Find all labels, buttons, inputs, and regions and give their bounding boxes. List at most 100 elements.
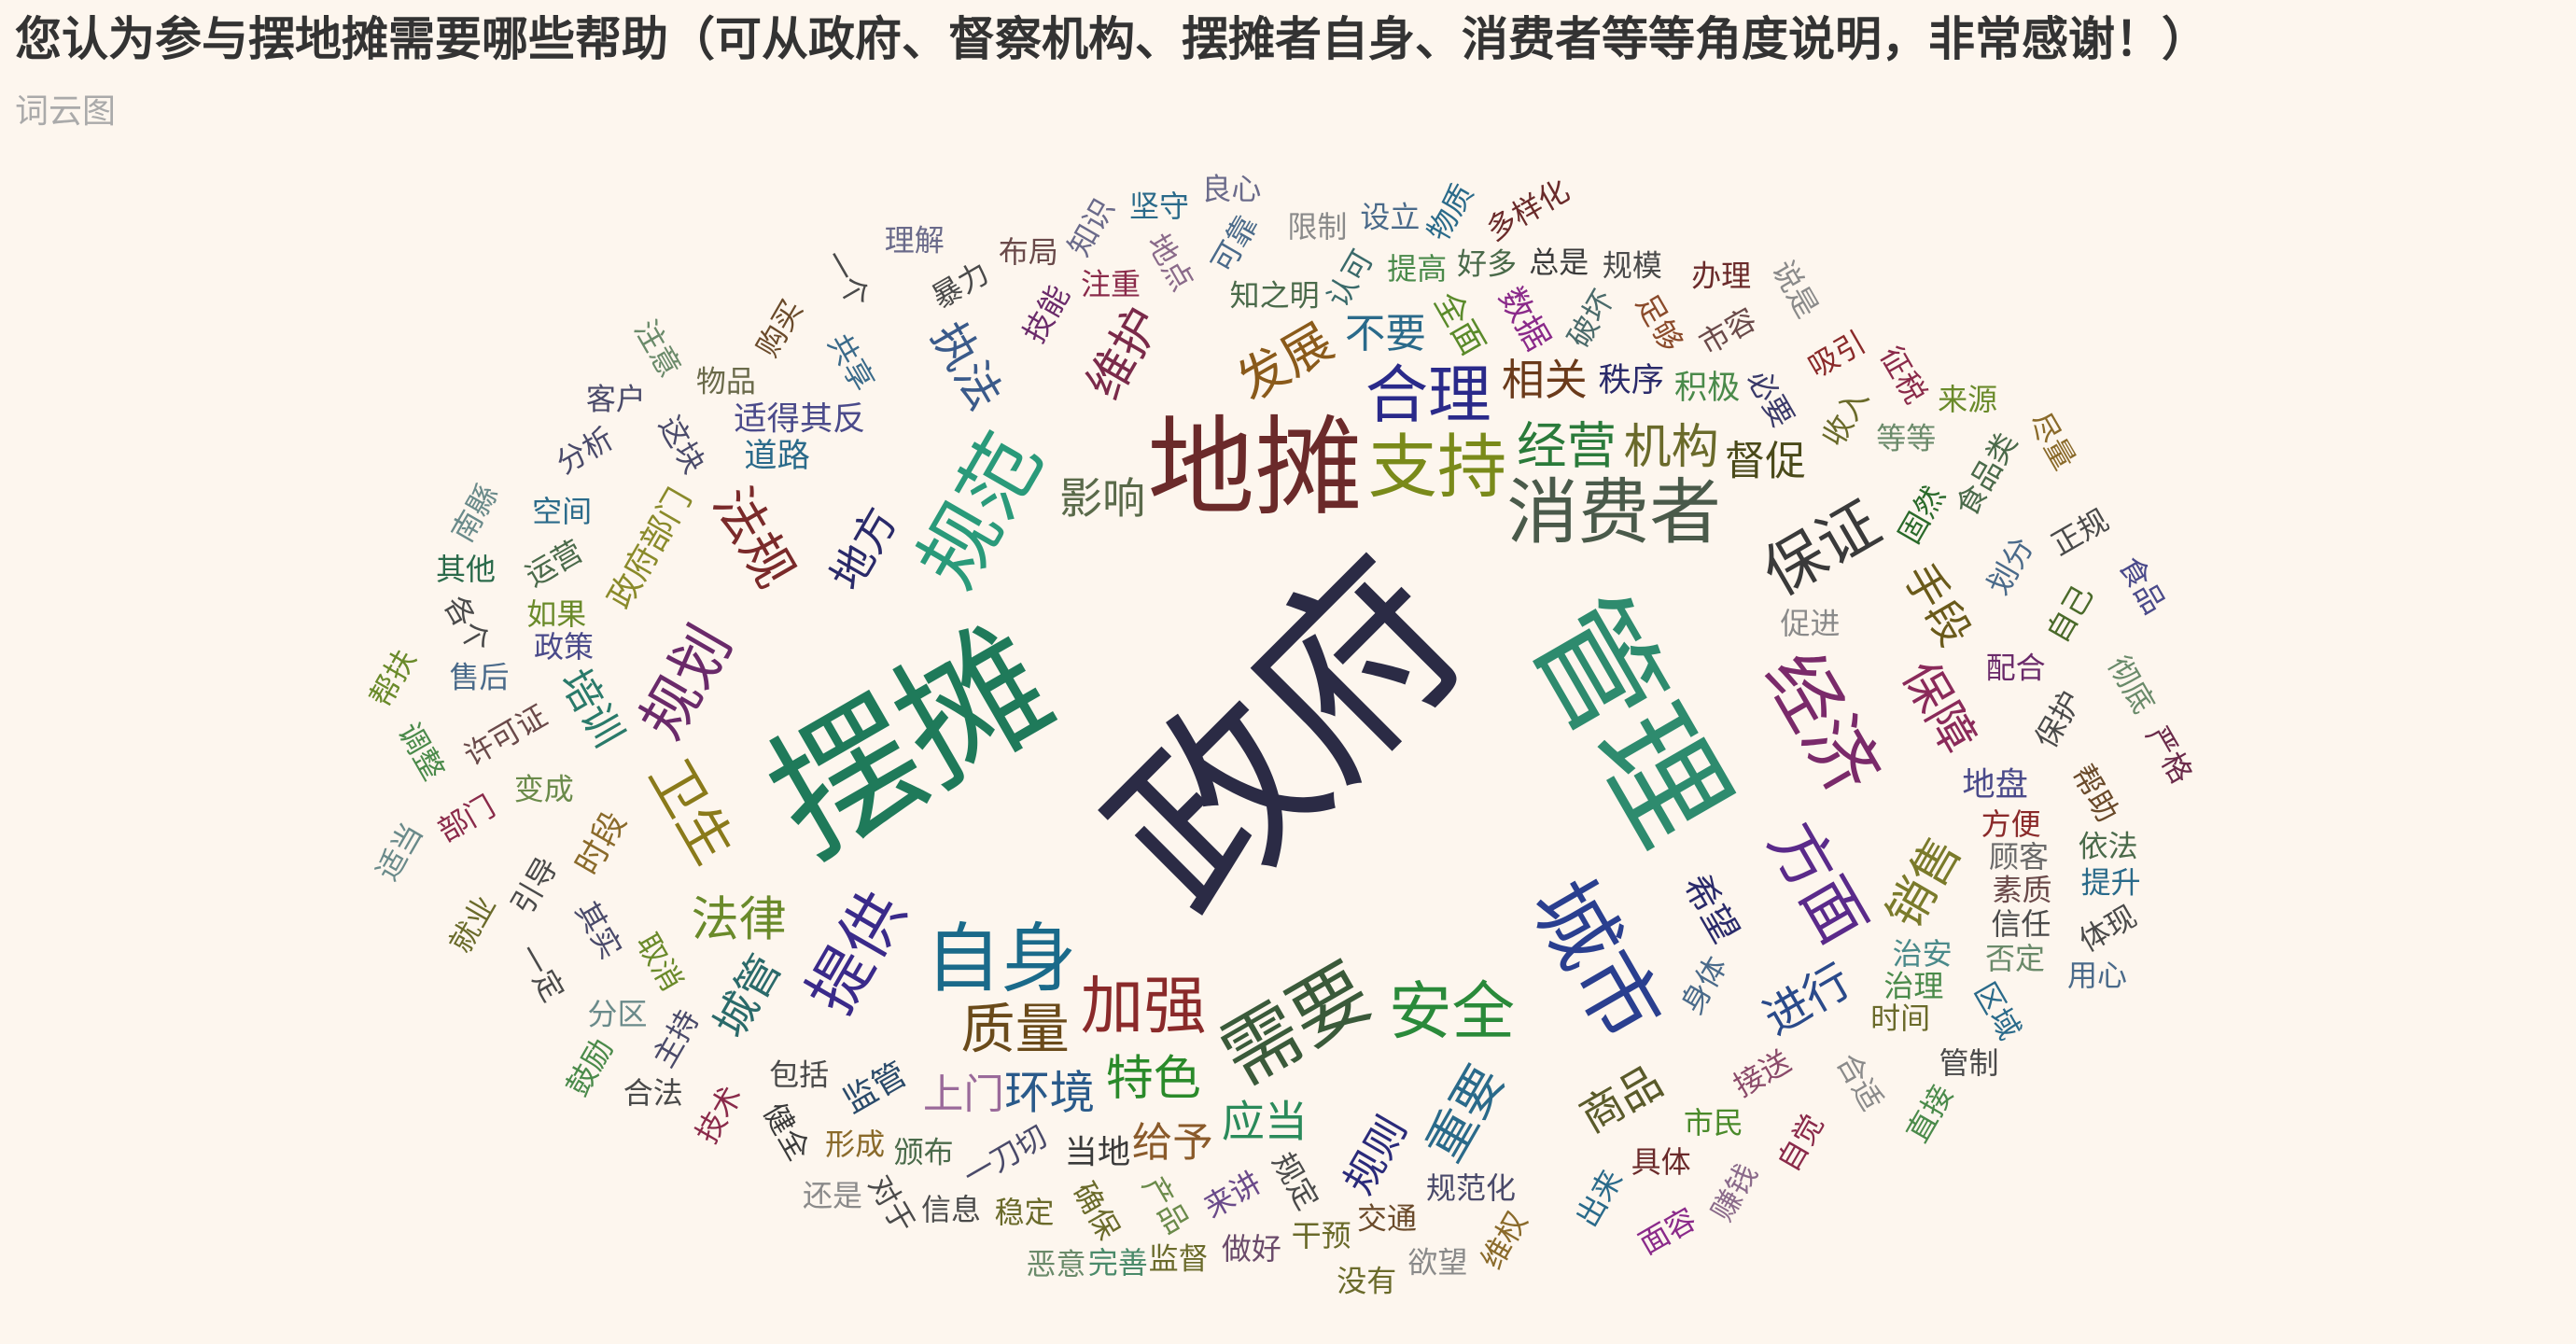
word-适当: 适当 xyxy=(369,817,429,886)
word-办理: 办理 xyxy=(1691,258,1751,293)
word-自身: 自身 xyxy=(926,916,1077,1003)
word-做好: 做好 xyxy=(1222,1231,1281,1267)
word-合法: 合法 xyxy=(623,1075,683,1111)
word-地点: 地点 xyxy=(1140,228,1200,297)
word-消费者: 消费者 xyxy=(1506,472,1721,555)
word-提高: 提高 xyxy=(1387,251,1447,287)
word-吸引: 吸引 xyxy=(1802,324,1871,385)
word-客户: 客户 xyxy=(586,381,646,416)
word-区域: 区域 xyxy=(1967,976,2028,1045)
word-提升: 提升 xyxy=(2081,864,2141,900)
word-来源: 来源 xyxy=(1938,382,1997,417)
word-限制: 限制 xyxy=(1287,209,1347,245)
word-一定: 一定 xyxy=(511,938,571,1007)
word-应当: 应当 xyxy=(1222,1097,1308,1147)
word-分析: 分析 xyxy=(550,420,619,481)
word-希望: 希望 xyxy=(1674,868,1745,950)
word-体现: 体现 xyxy=(2073,898,2142,959)
word-许可证: 许可证 xyxy=(457,697,553,773)
word-产品: 产品 xyxy=(1136,1170,1197,1239)
word-规则: 规则 xyxy=(1336,1109,1417,1202)
word-包括: 包括 xyxy=(769,1057,829,1092)
word-配合: 配合 xyxy=(1986,650,2046,685)
word-上门: 上门 xyxy=(923,1071,1004,1118)
word-地方: 地方 xyxy=(820,498,907,598)
word-如果: 如果 xyxy=(526,596,586,632)
word-管理: 管理 xyxy=(1503,574,1757,867)
word-否定: 否定 xyxy=(1985,941,2045,976)
word-手段: 手段 xyxy=(1894,554,1981,654)
word-知之明: 知之明 xyxy=(1230,277,1320,313)
word-帮助: 帮助 xyxy=(2065,759,2126,828)
word-提供: 提供 xyxy=(793,879,920,1025)
word-面容: 面容 xyxy=(1632,1201,1701,1262)
word-布局: 布局 xyxy=(999,234,1058,270)
word-机构: 机构 xyxy=(1624,420,1719,475)
word-严格: 严格 xyxy=(2139,720,2200,789)
word-道路: 道路 xyxy=(744,437,810,475)
word-确保: 确保 xyxy=(1066,1176,1127,1245)
chart-subtitle: 词云图 xyxy=(15,92,117,131)
word-健全: 健全 xyxy=(756,1097,817,1166)
word-交通: 交通 xyxy=(1357,1200,1417,1236)
word-等等: 等等 xyxy=(1876,421,1936,456)
word-积极: 积极 xyxy=(1674,369,1741,407)
word-暴力: 暴力 xyxy=(926,255,995,315)
word-城管: 城管 xyxy=(704,946,791,1046)
word-正规: 正规 xyxy=(2045,502,2114,563)
word-彻底: 彻底 xyxy=(2101,650,2162,719)
word-方面: 方面 xyxy=(1755,810,1882,956)
word-理解: 理解 xyxy=(885,222,945,258)
word-时间: 时间 xyxy=(1870,1001,1930,1036)
word-各个: 各个 xyxy=(437,589,497,658)
word-市容: 市容 xyxy=(1693,301,1762,362)
word-颁布: 颁布 xyxy=(894,1135,954,1170)
word-破坏: 破坏 xyxy=(1561,284,1621,353)
word-没有: 没有 xyxy=(1337,1263,1396,1298)
word-全面: 全面 xyxy=(1426,286,1492,362)
word-监管: 监管 xyxy=(837,1055,914,1121)
word-其实: 其实 xyxy=(568,895,629,964)
word-食品: 食品 xyxy=(2112,551,2173,620)
word-固然: 固然 xyxy=(1892,480,1953,549)
word-信任: 信任 xyxy=(1991,906,2051,942)
word-经营: 经营 xyxy=(1517,416,1617,475)
word-给予: 给予 xyxy=(1132,1120,1213,1167)
word-政府部门: 政府部门 xyxy=(600,482,699,615)
word-空间: 空间 xyxy=(532,494,592,529)
word-不要: 不要 xyxy=(1345,312,1426,358)
word-身体: 身体 xyxy=(1673,950,1734,1019)
word-保障: 保障 xyxy=(1891,652,1986,763)
word-技术: 技术 xyxy=(689,1080,749,1149)
word-部门: 部门 xyxy=(431,789,500,849)
word-可靠: 可靠 xyxy=(1204,209,1265,278)
word-重要: 重要 xyxy=(1415,1056,1516,1171)
word-干预: 干预 xyxy=(1292,1218,1351,1253)
word-自己: 自己 xyxy=(2039,579,2100,648)
word-地摊: 地摊 xyxy=(1147,406,1362,531)
word-卫生: 卫生 xyxy=(637,749,747,875)
word-经济: 经济 xyxy=(1748,637,1896,807)
word-必要: 必要 xyxy=(1741,364,1801,433)
word-促进: 促进 xyxy=(1780,606,1840,641)
word-市民: 市民 xyxy=(1684,1105,1743,1141)
word-治理: 治理 xyxy=(1883,969,1943,1004)
word-自觉: 自觉 xyxy=(1771,1108,1831,1177)
word-保护: 保护 xyxy=(2028,685,2089,754)
word-好多: 好多 xyxy=(1457,245,1517,281)
word-变成: 变成 xyxy=(514,771,574,806)
word-城市: 城市 xyxy=(1512,863,1680,1057)
word-具体: 具体 xyxy=(1631,1144,1691,1180)
word-直接: 直接 xyxy=(1899,1079,1960,1148)
word-法律: 法律 xyxy=(692,893,787,948)
word-政府: 政府 xyxy=(1069,518,1507,957)
word-其他: 其他 xyxy=(436,552,496,587)
word-赚钱: 赚钱 xyxy=(1704,1157,1765,1226)
word-完善: 完善 xyxy=(1088,1245,1148,1281)
word-来讲: 来讲 xyxy=(1197,1165,1267,1225)
word-就业: 就业 xyxy=(442,889,503,959)
word-依法: 依法 xyxy=(2079,829,2138,864)
word-调整: 调整 xyxy=(391,717,452,786)
word-规范: 规范 xyxy=(901,419,1060,603)
word-地盘: 地盘 xyxy=(1962,766,2028,805)
